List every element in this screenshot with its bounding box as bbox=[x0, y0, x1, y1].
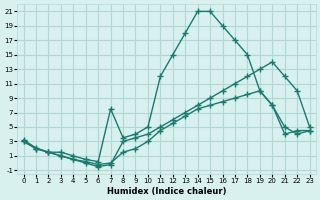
X-axis label: Humidex (Indice chaleur): Humidex (Indice chaleur) bbox=[107, 187, 226, 196]
